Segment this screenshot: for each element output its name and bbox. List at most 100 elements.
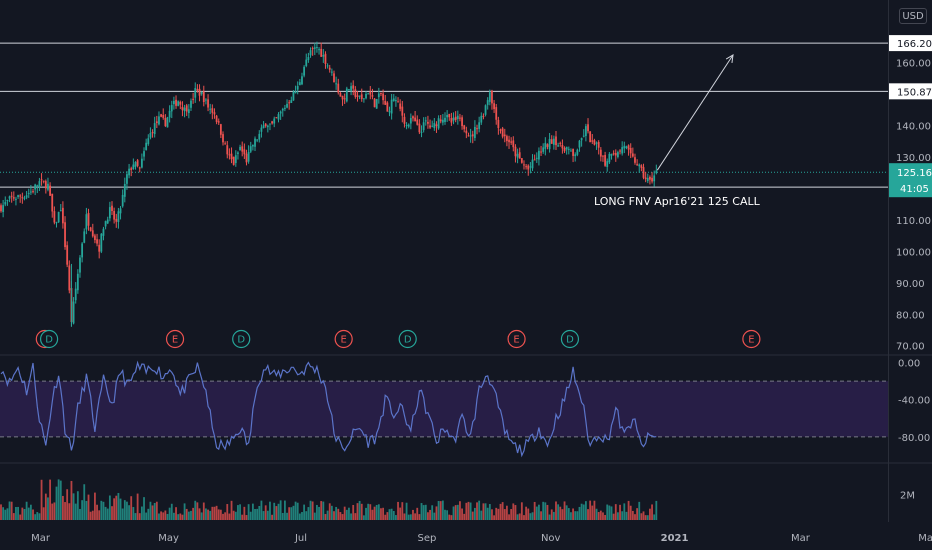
candle-body bbox=[341, 95, 344, 100]
trend-arrow[interactable] bbox=[656, 54, 734, 171]
candle-body bbox=[151, 132, 154, 134]
volume-bar bbox=[175, 507, 177, 520]
earnings-marker[interactable] bbox=[742, 329, 761, 349]
candle-body bbox=[384, 100, 387, 105]
candle-body bbox=[518, 152, 521, 159]
drawings[interactable]: LONG FNV Apr16'21 125 CALL bbox=[594, 54, 761, 208]
volume-bar bbox=[187, 511, 190, 520]
volume-bar bbox=[128, 505, 130, 520]
candle-body bbox=[520, 158, 523, 163]
volume-bar bbox=[510, 509, 513, 520]
volume-bar bbox=[375, 504, 378, 520]
volume-bar bbox=[636, 508, 639, 520]
candle-body bbox=[160, 114, 162, 117]
dividend-marker-label: D bbox=[566, 335, 574, 346]
volume-bar bbox=[211, 506, 214, 520]
candle-body bbox=[237, 152, 239, 154]
volume-bar bbox=[360, 503, 363, 520]
candle-body bbox=[194, 88, 197, 98]
price-axis[interactable]: 70.0080.0090.00100.00110.00120.00130.001… bbox=[889, 35, 932, 501]
candle-body bbox=[550, 139, 553, 144]
dividend-marker[interactable] bbox=[560, 329, 580, 349]
candle-body bbox=[482, 115, 485, 117]
volume-bar bbox=[574, 511, 577, 520]
volume-bar bbox=[420, 503, 423, 520]
earnings-marker[interactable] bbox=[507, 329, 526, 349]
candle-body bbox=[271, 121, 273, 124]
volume-bar bbox=[166, 513, 169, 520]
volume-bar bbox=[288, 507, 291, 520]
volume-bar bbox=[87, 494, 90, 520]
volume-bar bbox=[593, 500, 596, 520]
indicator-tick-label: -80.00 bbox=[898, 433, 930, 444]
candle-body bbox=[40, 179, 43, 181]
volume-bar bbox=[388, 509, 391, 520]
volume-bar bbox=[629, 505, 632, 520]
volume-bar bbox=[538, 504, 540, 520]
candle-body bbox=[634, 157, 636, 163]
volume-bar bbox=[108, 495, 111, 520]
candle-body bbox=[627, 145, 630, 150]
candle-body bbox=[625, 146, 628, 148]
candle-body bbox=[273, 118, 276, 124]
event-markers[interactable]: EDEDEDEDE bbox=[35, 329, 761, 349]
volume-bar bbox=[409, 514, 412, 520]
volume-bar bbox=[552, 511, 555, 520]
volume-bar bbox=[627, 500, 630, 520]
candle-body bbox=[623, 145, 626, 149]
candle-body bbox=[175, 99, 177, 106]
volume-bar bbox=[89, 511, 92, 520]
volume-bar bbox=[198, 508, 201, 520]
volume-bar bbox=[100, 500, 103, 520]
volume-bar bbox=[134, 513, 137, 520]
candle-body bbox=[296, 86, 299, 90]
candle-body bbox=[469, 135, 472, 137]
volume-bar bbox=[64, 502, 66, 520]
dividend-marker[interactable] bbox=[232, 329, 251, 349]
candle-body bbox=[365, 93, 367, 99]
candle-body bbox=[288, 102, 291, 104]
time-tick-label: 2021 bbox=[661, 533, 689, 544]
candle-body bbox=[66, 245, 69, 265]
candle-body bbox=[638, 164, 641, 167]
time-axis[interactable]: Mar May Jul Sep Nov 2021 Mar May bbox=[31, 533, 932, 544]
candle-body bbox=[476, 128, 478, 130]
candle-body bbox=[162, 114, 165, 118]
volume-bar bbox=[362, 515, 365, 520]
volume-bar bbox=[343, 506, 346, 520]
candle-body bbox=[290, 100, 293, 103]
volume-bar bbox=[587, 509, 589, 520]
volume-bar bbox=[576, 511, 579, 520]
volume-bar bbox=[495, 507, 498, 520]
candle-body bbox=[452, 117, 455, 121]
candle-body bbox=[437, 118, 440, 129]
volume-bar bbox=[623, 503, 626, 520]
candle-body bbox=[407, 124, 410, 127]
candle-body bbox=[471, 134, 474, 137]
candle-body bbox=[644, 177, 647, 180]
volume-bar bbox=[192, 507, 195, 520]
earnings-marker[interactable] bbox=[334, 329, 353, 349]
earnings-marker[interactable] bbox=[165, 329, 185, 349]
currency-button[interactable]: USD bbox=[899, 8, 927, 24]
volume-bar bbox=[40, 479, 43, 520]
time-tick-label: Jul bbox=[294, 533, 307, 544]
volume-bar bbox=[181, 514, 184, 520]
candle-body bbox=[307, 56, 310, 61]
dividend-marker[interactable] bbox=[398, 329, 417, 349]
volume-bar bbox=[38, 513, 41, 520]
volume-bar bbox=[245, 515, 248, 520]
candle-body bbox=[427, 121, 429, 124]
trade-annotation[interactable]: LONG FNV Apr16'21 125 CALL bbox=[594, 195, 761, 208]
candle-body bbox=[486, 100, 489, 105]
candle-body bbox=[211, 108, 214, 113]
volume-bar bbox=[441, 500, 444, 520]
candle-body bbox=[416, 119, 419, 125]
candlestick-series bbox=[0, 41, 658, 327]
volume-bar bbox=[555, 501, 557, 520]
volume-bar bbox=[138, 513, 141, 520]
dividend-marker[interactable] bbox=[39, 329, 59, 349]
volume-bar bbox=[531, 512, 534, 520]
volume-bar bbox=[275, 506, 278, 520]
